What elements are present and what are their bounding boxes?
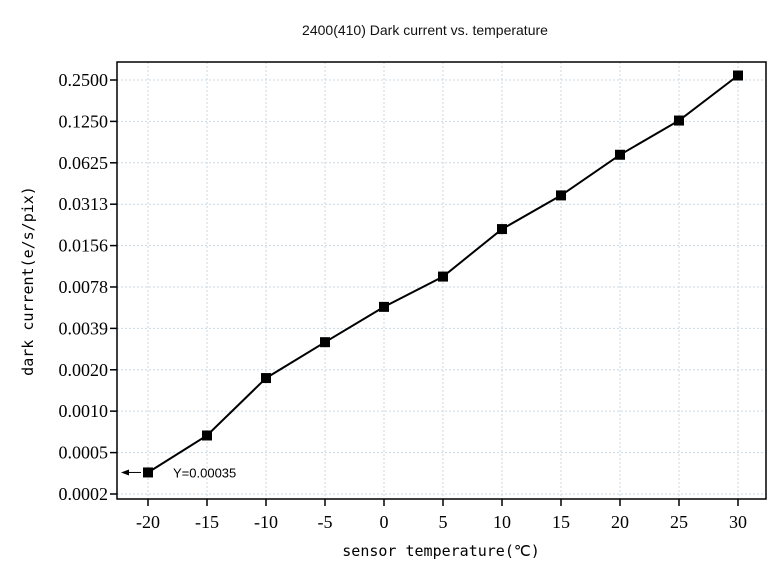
y-tick-label: 0.2500 [59,70,109,90]
y-tick-label: 0.0625 [59,153,109,173]
x-tick-label: 30 [729,512,747,532]
x-tick-label: 10 [493,512,511,532]
y-tick-label: 0.0313 [59,194,109,214]
y-tick-label: 0.0156 [59,236,109,256]
annotation-arrowhead [121,469,129,476]
data-point [379,301,389,312]
data-point [497,224,507,235]
grid [117,62,766,499]
x-axis-ticks: -20 -15 -10 -5 0 5 10 15 20 25 30 [136,499,747,532]
x-tick-label: 20 [611,512,629,532]
x-tick-label: 25 [670,512,688,532]
data-points [143,70,743,478]
data-point [202,430,212,441]
y-axis-label: dark current(e/s/pix) [19,186,37,376]
x-tick-label: 15 [552,512,570,532]
x-tick-label: -10 [254,512,278,532]
data-point [261,373,271,384]
annotation: Y=0.00035 [121,465,236,480]
data-point [143,467,153,478]
data-point [733,70,743,81]
y-tick-label: 0.0078 [59,277,109,297]
y-axis-ticks: 0.0002 0.0005 0.0010 0.0020 0.0039 0.0078 0.01… [59,70,117,504]
chart-title: 2400(410) Dark current vs. temperature [302,22,548,38]
x-tick-label: 0 [380,512,389,532]
y-tick-label: 0.0020 [59,360,109,380]
plot-frame [116,61,767,500]
x-tick-label: -20 [136,512,160,532]
data-point [674,115,684,126]
data-point [615,149,625,160]
x-tick-label: 5 [439,512,448,532]
y-tick-label: 0.0010 [59,401,109,421]
y-tick-label: 0.0002 [59,484,109,504]
x-tick-label: -15 [195,512,219,532]
y-tick-label: 0.0039 [59,318,109,338]
x-axis-label: sensor temperature(℃) [342,542,539,560]
y-tick-label: 0.0005 [59,443,109,463]
y-tick-label: 0.1250 [59,111,109,131]
annotation-label: Y=0.00035 [173,465,236,480]
x-tick-label: -5 [318,512,333,532]
data-point [438,271,448,282]
data-point [320,337,330,348]
data-point [556,190,566,201]
